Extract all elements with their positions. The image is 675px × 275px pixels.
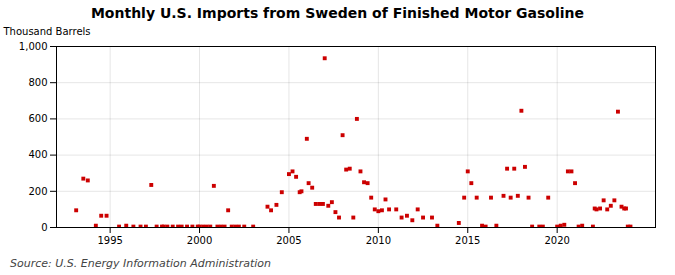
- svg-text:2010: 2010: [366, 235, 391, 246]
- svg-text:1,000: 1,000: [19, 41, 48, 52]
- svg-text:800: 800: [28, 77, 47, 88]
- svg-text:2015: 2015: [455, 235, 480, 246]
- svg-text:Thousand Barrels: Thousand Barrels: [3, 26, 91, 37]
- svg-text:2005: 2005: [276, 235, 301, 246]
- html-text:Source: U.S. Energy Informatio: Source: U.S. Energy Information Administ…: [10, 257, 271, 270]
- svg-text:600: 600: [28, 113, 47, 124]
- svg-text:0: 0: [41, 222, 47, 233]
- svg-text:2020: 2020: [544, 235, 569, 246]
- svg-text:400: 400: [28, 149, 47, 160]
- html-text:Monthly U.S. Imports from Swed: Monthly U.S. Imports from Sweden of Fini…: [90, 5, 585, 21]
- svg-text:200: 200: [28, 186, 47, 197]
- svg-text:2000: 2000: [187, 235, 212, 246]
- svg-text:1995: 1995: [97, 235, 122, 246]
